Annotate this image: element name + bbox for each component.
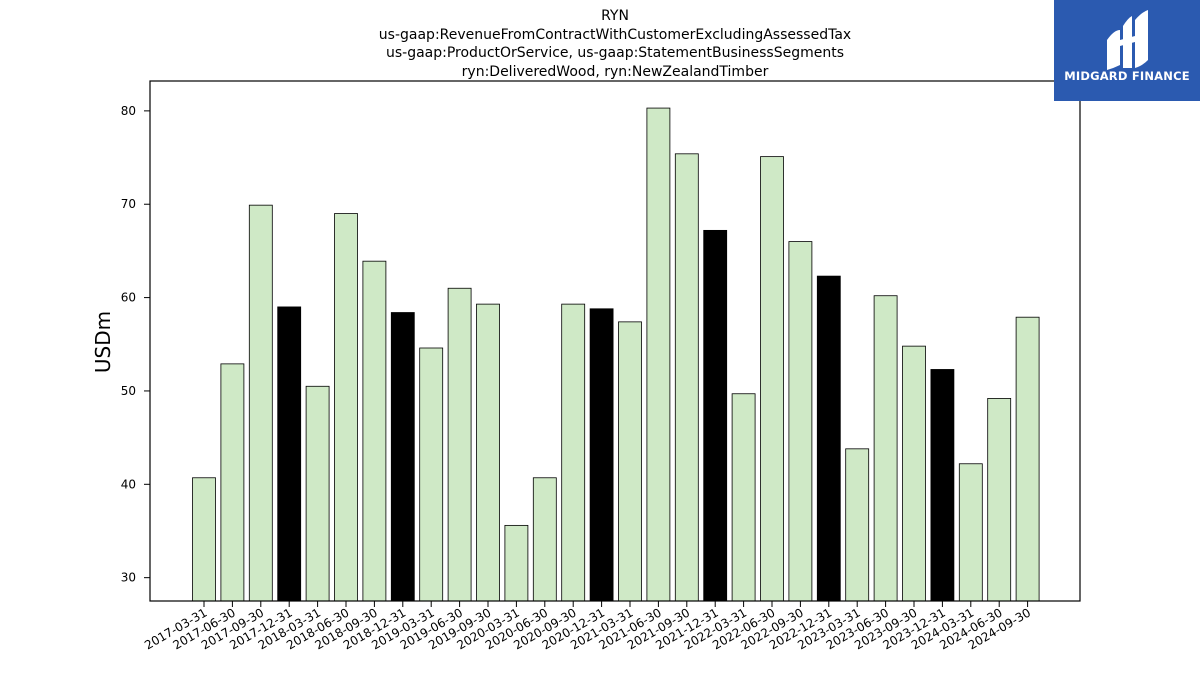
bar-2017-12-31 xyxy=(277,306,302,602)
y-tick-label: 70 xyxy=(121,197,136,211)
bar-2024-03-31 xyxy=(958,463,983,602)
bar-2020-09-30 xyxy=(561,303,586,602)
bar-2017-06-30 xyxy=(220,363,245,602)
y-axis: 30 40 50 60 70 80 xyxy=(121,104,150,585)
bar-2023-09-30 xyxy=(902,345,926,602)
bar-2020-06-30 xyxy=(532,477,557,602)
title-line-3: us-gaap:ProductOrService, us-gaap:Statem… xyxy=(385,45,844,61)
y-tick-label: 50 xyxy=(121,384,136,398)
bar-2019-03-31 xyxy=(419,347,444,602)
bar-2018-09-30 xyxy=(362,260,387,602)
y-tick-label: 40 xyxy=(121,477,136,491)
bar-2018-06-30 xyxy=(334,213,358,602)
bar-2021-03-31 xyxy=(618,321,642,602)
y-tick-label: 60 xyxy=(121,291,136,305)
bar-2019-06-30 xyxy=(447,287,472,602)
title-line-2: us-gaap:RevenueFromContractWithCustomerE… xyxy=(378,26,852,43)
y-tick-label: 80 xyxy=(121,104,136,118)
bar-2018-03-31 xyxy=(305,385,330,602)
bar-2021-12-31 xyxy=(703,229,728,602)
bar-2018-12-31 xyxy=(390,312,415,602)
bar-2023-06-30 xyxy=(873,295,898,602)
bar-2019-09-30 xyxy=(476,303,500,602)
title-line-4: ryn:DeliveredWood, ryn:NewZealandTimber xyxy=(461,63,769,80)
bar-2023-03-31 xyxy=(845,448,870,602)
bar-2024-06-30 xyxy=(987,398,1012,602)
y-tick-label: 30 xyxy=(121,571,136,585)
bar-2022-09-30 xyxy=(788,241,813,602)
bar-2021-09-30 xyxy=(674,153,699,602)
midgard-finance-logo: MIDGARD FINANCE xyxy=(1054,0,1200,101)
bar-2022-06-30 xyxy=(760,156,784,602)
bar-2024-09-30 xyxy=(1015,316,1040,602)
bar-2020-03-31 xyxy=(504,524,529,602)
x-axis: 2017-03-312017-06-302017-09-302017-12-31… xyxy=(142,601,1033,652)
bar-2022-03-31 xyxy=(731,393,756,602)
midgard-logo-icon xyxy=(1107,10,1148,70)
y-axis-label: USDm xyxy=(91,311,115,373)
bar-2017-03-31 xyxy=(192,477,216,602)
bar-2021-06-30 xyxy=(646,107,671,602)
plot-frame xyxy=(149,80,1081,602)
bar-2023-12-31 xyxy=(930,369,955,602)
bar-2017-09-30 xyxy=(248,204,273,602)
bar-2022-12-31 xyxy=(816,275,841,602)
chart-title: RYN us-gaap:RevenueFromContractWithCusto… xyxy=(150,7,1080,81)
bar-2020-12-31 xyxy=(589,308,614,602)
bars-group xyxy=(192,107,1040,602)
logo-text: MIDGARD FINANCE xyxy=(1064,69,1190,83)
title-line-1: RYN xyxy=(601,8,629,24)
